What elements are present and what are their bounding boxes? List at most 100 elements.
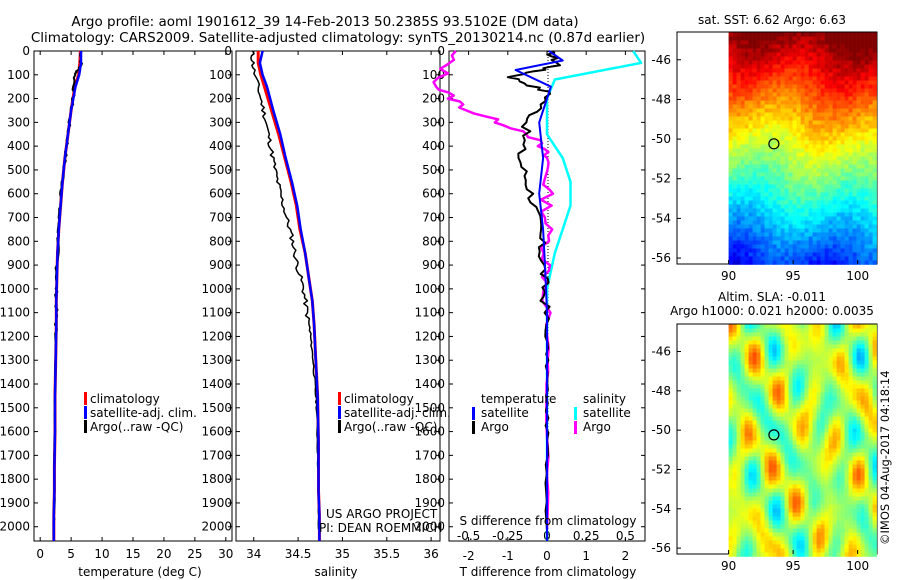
heatmap-cell xyxy=(848,544,853,549)
heatmap-cell xyxy=(816,176,821,181)
heatmap-cell xyxy=(736,420,741,425)
heatmap-cell xyxy=(744,152,749,157)
heatmap-cell xyxy=(828,404,833,409)
heatmap-cell xyxy=(772,348,777,353)
heatmap-cell xyxy=(756,360,761,365)
heatmap-cell xyxy=(736,60,741,65)
heatmap-cell xyxy=(736,464,741,469)
heatmap-cell xyxy=(744,64,749,69)
heatmap-cell xyxy=(772,408,777,413)
heatmap-cell xyxy=(816,40,821,45)
heatmap-cell xyxy=(784,476,789,481)
heatmap-cell xyxy=(768,392,773,397)
heatmap-cell xyxy=(872,344,877,349)
heatmap-cell xyxy=(732,384,737,389)
heatmap-cell xyxy=(732,512,737,517)
heatmap-cell xyxy=(864,176,869,181)
heatmap-cell xyxy=(740,144,745,149)
heatmap-cell xyxy=(752,464,757,469)
heatmap-cell xyxy=(768,112,773,117)
heatmap-cell xyxy=(788,80,793,85)
heatmap-cell xyxy=(736,436,741,441)
heatmap-cell xyxy=(824,516,829,521)
heatmap-cell xyxy=(808,112,813,117)
heatmap-cell xyxy=(752,180,757,185)
heatmap-cell xyxy=(816,396,821,401)
heatmap-cell xyxy=(872,176,877,181)
heatmap-cell xyxy=(760,400,765,405)
heatmap-cell xyxy=(768,204,773,209)
heatmap-cell xyxy=(728,504,733,509)
heatmap-cell xyxy=(840,188,845,193)
heatmap-cell xyxy=(824,348,829,353)
heatmap-cell xyxy=(824,336,829,341)
heatmap-cell xyxy=(820,536,825,541)
heatmap-cell xyxy=(868,156,873,161)
heatmap-cell xyxy=(812,228,817,233)
heatmap-cell xyxy=(816,72,821,77)
heatmap-cell xyxy=(808,208,813,213)
heatmap-cell xyxy=(764,136,769,141)
heatmap-cell xyxy=(752,528,757,533)
heatmap-cell xyxy=(844,540,849,545)
heatmap-cell xyxy=(788,420,793,425)
heatmap-cell xyxy=(740,256,745,261)
heatmap-cell xyxy=(860,32,865,37)
heatmap-cell xyxy=(848,116,853,121)
heatmap-cell xyxy=(852,184,857,189)
heatmap-cell xyxy=(800,440,805,445)
heatmap-cell xyxy=(796,60,801,65)
heatmap-cell xyxy=(752,108,757,113)
heatmap-cell xyxy=(840,472,845,477)
heatmap-cell xyxy=(744,408,749,413)
heatmap-cell xyxy=(840,72,845,77)
heatmap-cell xyxy=(816,520,821,525)
heatmap-cell xyxy=(808,248,813,253)
heatmap-cell xyxy=(828,552,833,557)
heatmap-cell xyxy=(768,136,773,141)
heatmap-cell xyxy=(772,340,777,345)
heatmap-cell xyxy=(732,64,737,69)
heatmap-cell xyxy=(804,464,809,469)
heatmap-cell xyxy=(784,164,789,169)
heatmap-cell xyxy=(732,96,737,101)
legend-swatch-temp-argo xyxy=(472,421,475,434)
depth-tick-label: 1300 xyxy=(0,353,30,367)
heatmap-cell xyxy=(788,436,793,441)
heatmap-cell xyxy=(776,204,781,209)
heatmap-cell xyxy=(872,44,877,49)
heatmap-cell xyxy=(864,256,869,261)
heatmap-cell xyxy=(732,508,737,513)
heatmap-cell xyxy=(856,192,861,197)
credit-project: US ARGO PROJECT xyxy=(326,507,438,521)
heatmap-cell xyxy=(820,380,825,385)
heatmap-cell xyxy=(788,396,793,401)
heatmap-cell xyxy=(828,472,833,477)
heatmap-cell xyxy=(784,360,789,365)
lat-tick-label: -46 xyxy=(651,345,671,359)
heatmap-cell xyxy=(844,448,849,453)
heatmap-cell xyxy=(764,420,769,425)
heatmap-cell xyxy=(868,240,873,245)
heatmap-cell xyxy=(856,128,861,133)
heatmap-cell xyxy=(844,184,849,189)
heatmap-cell xyxy=(828,364,833,369)
heatmap-cell xyxy=(812,444,817,449)
heatmap-cell xyxy=(796,212,801,217)
heatmap-cell xyxy=(756,536,761,541)
heatmap-cell xyxy=(792,504,797,509)
heatmap-cell xyxy=(756,504,761,509)
heatmap-cell xyxy=(844,484,849,489)
heatmap-cell xyxy=(792,140,797,145)
heatmap-cell xyxy=(852,164,857,169)
heatmap-cell xyxy=(808,456,813,461)
heatmap-cell xyxy=(768,164,773,169)
heatmap-cell xyxy=(760,440,765,445)
heatmap-cell xyxy=(856,168,861,173)
heatmap-cell xyxy=(740,152,745,157)
heatmap-cell xyxy=(836,440,841,445)
heatmap-cell xyxy=(784,380,789,385)
heatmap-cell xyxy=(784,248,789,253)
heatmap-cell xyxy=(860,336,865,341)
heatmap-cell xyxy=(832,68,837,73)
